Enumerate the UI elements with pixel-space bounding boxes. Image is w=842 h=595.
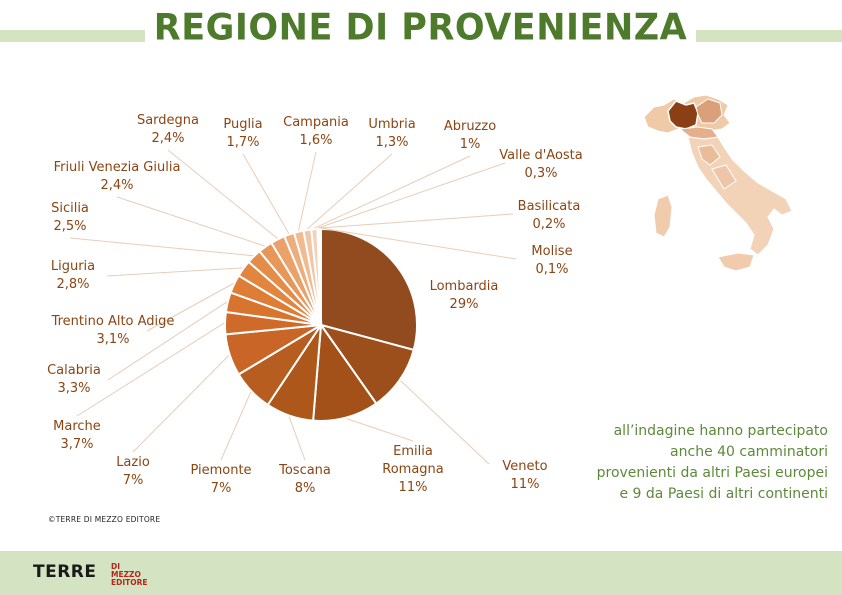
leader-line: [320, 227, 517, 260]
slice-value-label: 3,3%: [57, 381, 90, 396]
slice-value-label: 0,2%: [532, 217, 565, 232]
slice-value-label: 2,8%: [56, 277, 89, 292]
leader-line: [107, 301, 228, 381]
leader-line: [220, 391, 252, 461]
leader-line: [318, 162, 506, 229]
slice-name-label: Campania: [283, 115, 349, 130]
slice-name-label: Sicilia: [51, 201, 89, 216]
leader-line: [146, 283, 234, 332]
slice-value-label: 2,4%: [151, 131, 184, 146]
survey-note: all’indagine hanno partecipato anche 40 …: [528, 421, 828, 505]
slice-name-label: Puglia: [223, 117, 262, 132]
title-band-right: [696, 30, 842, 42]
logo-sub-line: EDITORE: [111, 578, 148, 587]
leader-line: [346, 418, 414, 442]
note-line: all’indagine hanno partecipato: [613, 423, 828, 439]
slice-name-label: Toscana: [278, 463, 331, 478]
leader-line: [242, 153, 290, 234]
pie-chart: Lombardia 29% Veneto 11% Emilia Romagna 11% Tos…: [47, 113, 583, 496]
slice-value-label: 8%: [295, 481, 316, 496]
note-line: provenienti da altri Paesi europei: [596, 465, 828, 481]
slice-value-label: 7%: [123, 473, 144, 488]
slice-value-label: 3,7%: [60, 437, 93, 452]
slice-name-label: Liguria: [51, 259, 95, 274]
slice-value-label: 7%: [211, 481, 232, 496]
logo-sub-line: DI MEZZO: [111, 562, 141, 579]
leader-line: [306, 153, 393, 230]
logo-main-text: TERRE: [33, 562, 97, 582]
slice-value-label: 1,3%: [375, 135, 408, 150]
slice-value-label: 2,4%: [100, 178, 133, 193]
copyright: ©TERRE DI MEZZO EDITORE: [48, 515, 161, 524]
slice-name-label: Trentino Alto Adige: [51, 314, 175, 329]
slice-name-label: Piemonte: [190, 463, 251, 478]
leader-line: [314, 155, 471, 229]
leader-line: [69, 237, 254, 257]
note-line: e 9 da Paesi di altri continenti: [619, 486, 828, 502]
page-title: REGIONE DI PROVENIENZA: [153, 7, 688, 49]
slice-name-label: Friuli Venezia Giulia: [54, 160, 181, 175]
pie-slice-veneto: [318, 323, 415, 405]
leader-line: [76, 322, 225, 417]
slice-name-label: Abruzzo: [444, 119, 496, 134]
leader-line: [400, 380, 490, 465]
footer-band: TERRE DI MEZZO EDITORE: [0, 551, 842, 595]
leader-line: [167, 149, 278, 239]
slice-name-label: Calabria: [47, 363, 101, 378]
note-line: anche 40 camminatori: [670, 444, 828, 460]
slice-name-label: Sardegna: [137, 113, 199, 128]
leader-line: [319, 213, 514, 229]
slice-value-label: 29%: [450, 297, 479, 312]
slice-value-label: 11%: [511, 477, 540, 492]
slice-name-label: Romagna: [382, 462, 444, 477]
italy-map-icon: [643, 94, 793, 272]
pie-slice-molise: [319, 227, 322, 326]
slice-value-label: 0,3%: [524, 166, 557, 181]
slice-name-label: Veneto: [502, 459, 547, 474]
slice-name-label: Molise: [531, 244, 572, 259]
slice-value-label: 1,7%: [226, 135, 259, 150]
title-band-left: [0, 30, 145, 42]
leader-line: [106, 267, 243, 277]
slice-value-label: 1%: [460, 137, 481, 152]
slice-value-label: 0,1%: [535, 262, 568, 277]
slice-value-label: 3,1%: [96, 332, 129, 347]
leader-line: [288, 416, 306, 461]
leader-line: [132, 355, 230, 453]
slice-name-label: Lazio: [116, 455, 150, 470]
slice-value-label: 1,6%: [299, 133, 332, 148]
slice-name-label: Marche: [53, 419, 101, 434]
slice-name-label: Umbria: [368, 117, 415, 132]
slice-value-label: 2,5%: [53, 219, 86, 234]
slice-name-label: Basilicata: [518, 199, 581, 214]
logo-sub-text: DI MEZZO EDITORE: [111, 563, 148, 587]
leader-line: [116, 196, 265, 247]
pie-slice-emilia-romagna: [312, 322, 378, 423]
slice-value-label: 11%: [399, 480, 428, 495]
slice-name-label: Emilia: [393, 444, 433, 459]
slice-name-label: Valle d'Aosta: [499, 148, 582, 163]
leader-line: [298, 151, 317, 231]
slice-name-label: Lombardia: [430, 279, 499, 294]
